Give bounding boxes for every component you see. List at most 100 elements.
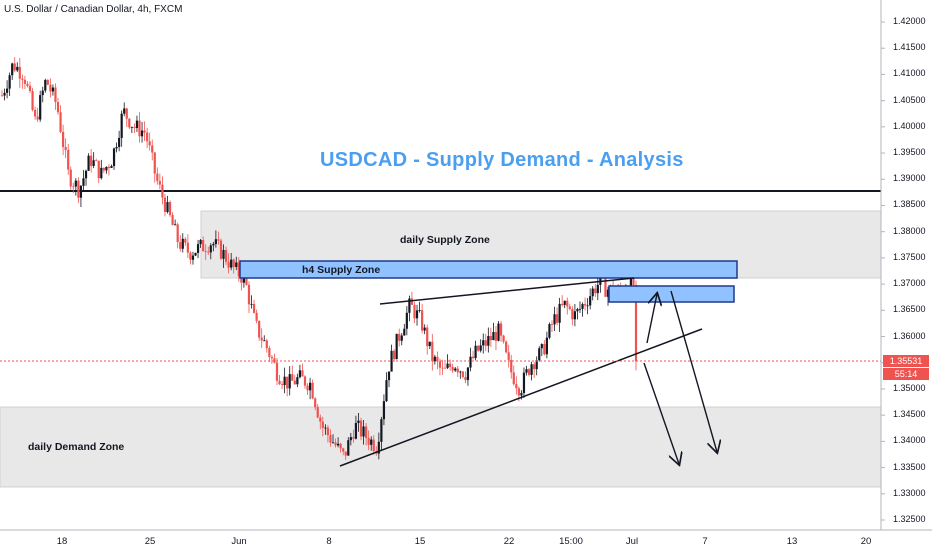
candle-body [591,288,594,297]
candle-body [146,132,149,142]
candle-body [105,166,108,171]
candle-body [275,362,279,381]
candle-body [153,152,156,174]
lower-trendline[interactable] [339,328,703,467]
candle-body [533,364,536,370]
candle-body [578,308,582,310]
candle-body [301,370,304,377]
price-tick-label: 1.40500 [893,94,926,105]
candle-body [512,372,515,385]
candle-body [31,90,34,110]
candle-body [100,167,103,179]
candle-body [26,83,29,86]
candle-body [278,380,281,385]
candle-body [436,356,439,362]
candle-body [163,197,167,212]
projection-arrow-down-2 [670,290,717,452]
candle-body [204,251,207,253]
candle-body [311,382,314,399]
candle-body [227,261,230,268]
candle-body [130,126,133,128]
candle-body [202,240,205,252]
candle-body [59,112,62,132]
candle-body [84,170,88,179]
candle-body [77,180,80,198]
candle-body [36,116,39,120]
candle-body [594,288,597,294]
candle-body [449,363,452,368]
candle-body [18,66,21,79]
candle-body [492,332,495,341]
candle-body [280,384,284,385]
candle-body [517,388,520,396]
candle-body [365,426,368,438]
candle-body [581,304,584,309]
candle-body [477,345,480,351]
candle-body [128,118,131,128]
candle-body [342,448,345,452]
time-tick-label: 22 [503,536,515,547]
candle-body [90,155,93,166]
candle-body [74,180,77,187]
candle-body [555,314,559,323]
price-tick-label: 1.37500 [893,251,926,262]
candle-body [464,377,467,381]
price-tick-label: 1.39000 [893,173,926,184]
price-tick-label: 1.34500 [893,409,926,420]
candle-body [431,341,434,362]
candle-body [344,451,347,456]
price-tick-label: 1.33500 [893,461,926,472]
candle-body [525,369,528,373]
candle-body [331,442,335,444]
candle-body [288,374,291,389]
candle-body [143,130,146,133]
candle-body [469,356,472,368]
symbol-label[interactable]: U.S. Dollar / Canadian Dollar, 4h, FXCM [4,4,183,15]
candle-body [273,358,276,363]
candle-body [191,255,195,260]
candle-body [120,113,123,138]
candle-body [387,371,391,381]
candle-body [415,310,419,319]
candle-body [324,427,327,429]
candle-body [67,149,70,170]
candle-body [247,284,251,305]
countdown-tag: 55:14 [883,368,929,380]
candle-body [563,300,566,305]
candle-body [372,439,375,452]
candle-body [403,328,406,336]
candle-body [184,238,187,243]
candle-body [380,419,383,442]
candle-body [487,336,490,346]
analysis-title: USDCAD - Supply Demand - Analysis [320,149,684,171]
candle-body [550,324,554,325]
candle-body [410,298,414,305]
candle-body [459,371,462,373]
candle-body [461,371,464,378]
candle-body [156,173,159,181]
candle-body [166,202,169,212]
candle-body [398,333,401,341]
candle-body [107,166,111,168]
candle-body [260,337,263,341]
upper-trendline[interactable] [379,277,635,305]
candle-body [321,421,324,428]
time-tick-label: 15:00 [559,536,583,547]
candle-body [354,422,358,439]
candle-body [558,303,561,323]
candle-body [44,79,47,91]
h4-supply-zone [239,260,738,279]
candles-group [0,57,638,460]
candle-body [573,311,576,320]
candle-body [72,186,75,188]
h4-supply-label: h4 Supply Zone [302,264,381,276]
candle-body [576,309,579,312]
candle-body [118,137,121,147]
candle-body [306,385,309,391]
candle-body [540,344,543,349]
candle-body [367,437,370,445]
price-tick-label: 1.36000 [893,330,926,341]
candle-body [474,345,477,359]
candle-body [426,327,429,347]
